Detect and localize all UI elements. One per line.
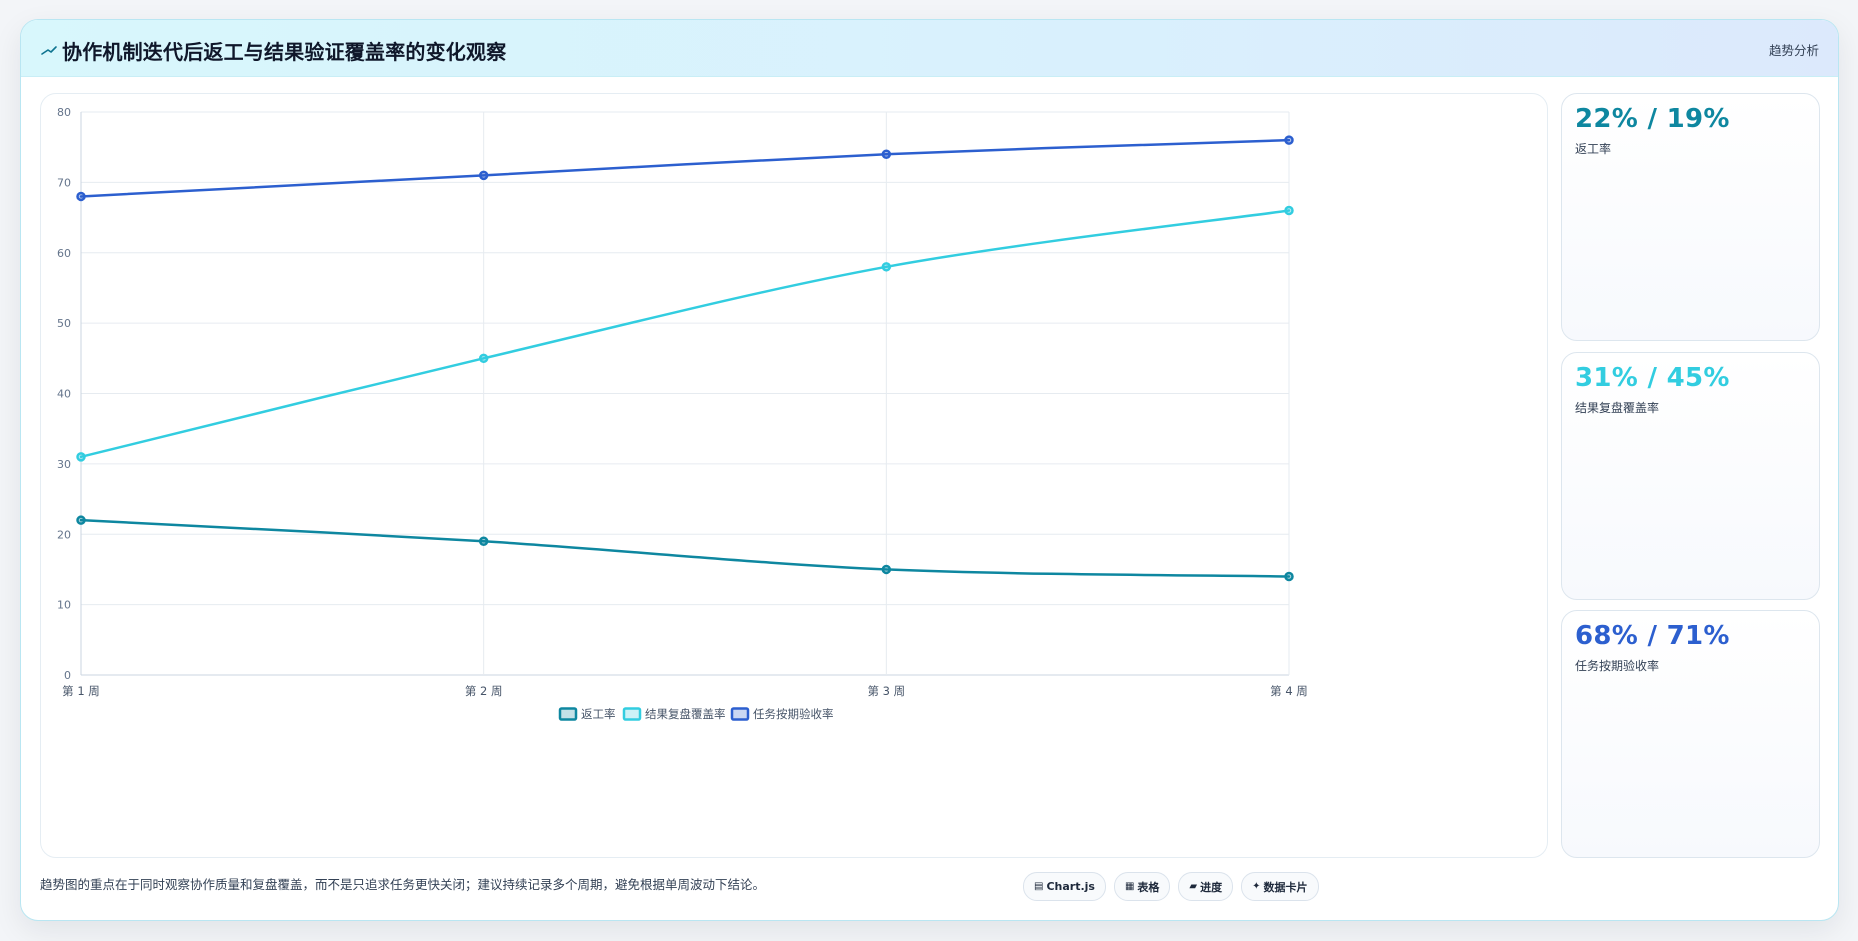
tag-label: 数据卡片 [1263, 880, 1308, 894]
kpi-value: 68% / 71% [1575, 621, 1730, 651]
trend-line-icon [41, 45, 57, 55]
data-point [76, 515, 86, 525]
x-tick-label: 第 3 周 [868, 684, 906, 698]
line-chart: 0 10 20 30 40 50 60 70 80 第 1 周 第 2 周 第 3 周 第 4 周返工率… [57, 106, 1308, 721]
title-group: 协作机制迭代后返工与结果验证覆盖率的变化观察 [40, 36, 506, 65]
y-tick-label: 40 [57, 388, 71, 401]
y-tick-label: 80 [57, 106, 71, 119]
tag-chartjs: ▤ Chart.js [1023, 872, 1106, 901]
chart-icon: ▤ [1034, 881, 1044, 892]
data-point [1284, 571, 1294, 582]
data-point [881, 262, 892, 272]
data-point [1284, 205, 1294, 216]
kpi-card-rework: 22% / 19% 返工率 [1561, 93, 1820, 341]
data-point [881, 149, 892, 159]
footer-note: 趋势图的重点在于同时观察协作质量和复盘覆盖，而不是只追求任务更快关闭；建议持续记… [40, 877, 766, 892]
kpi-label: 任务按期验收率 [1575, 659, 1660, 673]
y-tick-label: 70 [57, 176, 71, 189]
series-line [79, 209, 1291, 459]
data-point [478, 536, 489, 547]
kpi-label: 结果复盘覆盖率 [1575, 401, 1660, 415]
y-tick-label: 30 [57, 458, 71, 471]
tag-data-card: ✦ 数据卡片 [1241, 872, 1319, 901]
y-tick-label: 10 [57, 599, 71, 612]
dashboard-card: 协作机制迭代后返工与结果验证覆盖率的变化观察 趋势分析 0 10 20 30 40 50 6… [20, 19, 1839, 921]
data-point [76, 191, 86, 202]
data-point [1284, 135, 1294, 145]
x-tick-label: 第 1 周 [62, 684, 100, 698]
tag-label: Chart.js [1046, 880, 1095, 893]
data-point [478, 170, 489, 181]
tag-label: 进度 [1200, 880, 1223, 894]
legend-swatch [622, 707, 642, 721]
tag-progress: ▰ 进度 [1178, 872, 1234, 901]
y-tick-label: 50 [57, 317, 71, 330]
series-line [79, 138, 1291, 198]
card-header: 协作机制迭代后返工与结果验证覆盖率的变化观察 趋势分析 [21, 20, 1838, 77]
tag-table: ▦ 表格 [1113, 872, 1171, 901]
y-tick-label: 20 [57, 528, 71, 541]
series-line [79, 518, 1291, 578]
x-tick-label: 第 4 周 [1270, 684, 1308, 698]
tech-tags: ▤ Chart.js ▦ 表格 ▰ 进度 ✦ 数据卡片 [1023, 872, 1327, 901]
legend-label: 返工率 [581, 707, 616, 721]
sparkle-icon: ✦ [1252, 881, 1261, 892]
data-point [76, 452, 86, 462]
kpi-label: 返工率 [1575, 142, 1612, 156]
table-icon: ▦ [1124, 881, 1135, 892]
legend-label: 结果复盘覆盖率 [645, 707, 726, 721]
tag-label: 表格 [1137, 880, 1160, 894]
kpi-value: 31% / 45% [1575, 363, 1730, 393]
legend-label: 任务按期验收率 [753, 707, 834, 721]
x-tick-label: 第 2 周 [465, 684, 503, 698]
legend-swatch [558, 707, 578, 721]
page-title: 协作机制迭代后返工与结果验证覆盖率的变化观察 [62, 40, 507, 64]
header-tag: 趋势分析 [1768, 43, 1819, 58]
y-tick-label: 0 [64, 669, 71, 682]
kpi-card-on-time-acceptance: 68% / 71% 任务按期验收率 [1561, 610, 1820, 858]
progress-icon: ▰ [1189, 881, 1198, 892]
data-point [881, 564, 892, 575]
chart-panel: 0 10 20 30 40 50 60 70 80 第 1 周 第 2 周 第 3 周 第 4 周返工率… [40, 93, 1548, 858]
legend-swatch [730, 707, 750, 721]
kpi-card-review-coverage: 31% / 45% 结果复盘覆盖率 [1561, 352, 1820, 600]
y-tick-label: 60 [57, 247, 71, 260]
kpi-value: 22% / 19% [1575, 104, 1730, 134]
data-point [478, 353, 489, 364]
